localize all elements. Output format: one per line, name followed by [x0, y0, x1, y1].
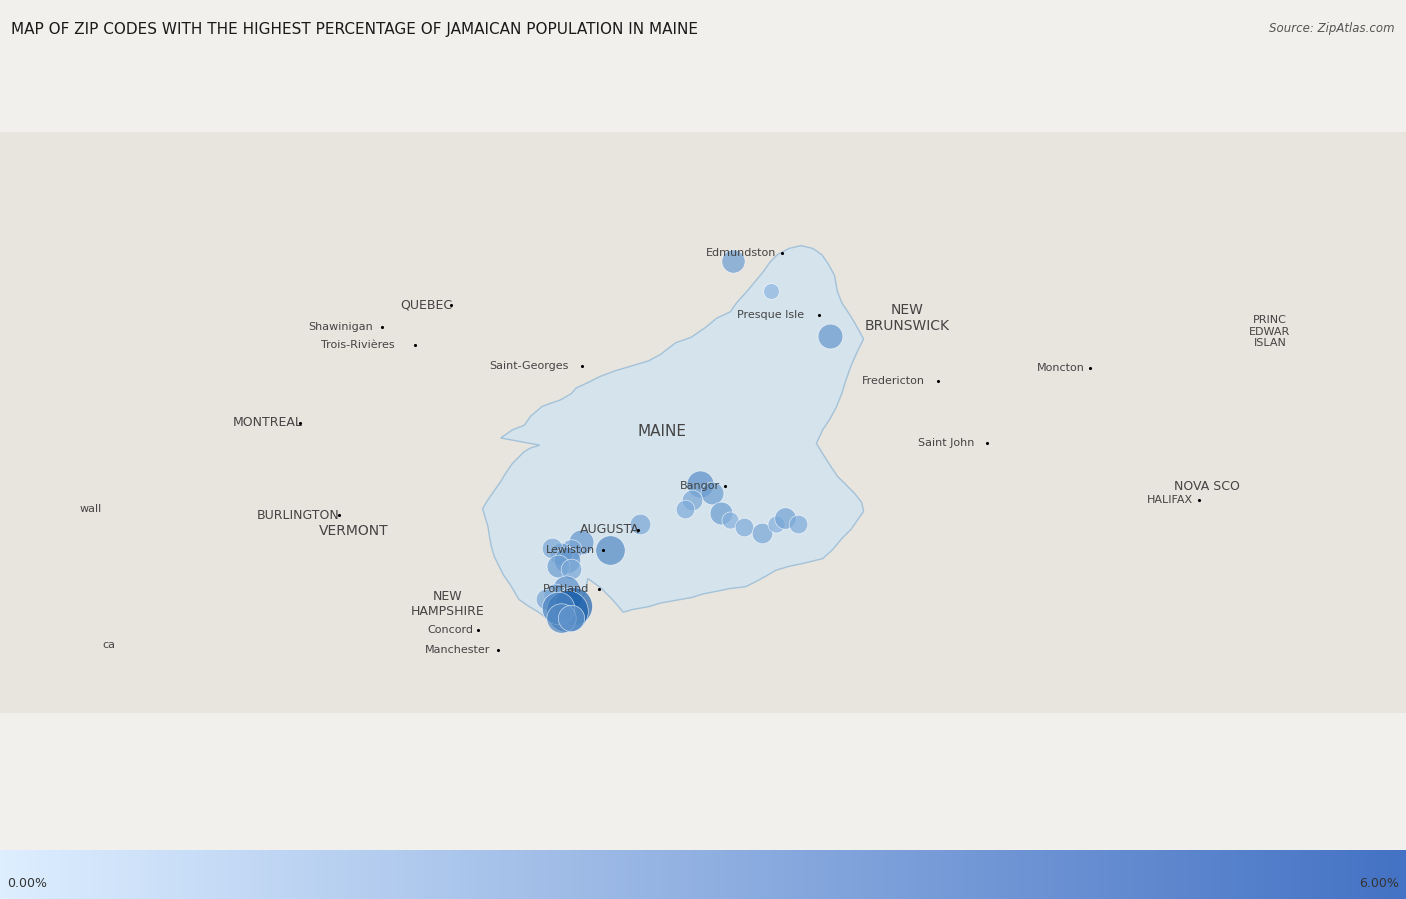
Point	[759, 284, 782, 298]
Text: NEW
HAMPSHIRE: NEW HAMPSHIRE	[411, 590, 484, 618]
Point	[787, 517, 810, 531]
Point	[558, 592, 581, 607]
Point	[733, 520, 755, 534]
Text: Moncton: Moncton	[1038, 363, 1085, 373]
Point	[773, 511, 796, 525]
Point	[560, 562, 582, 576]
Point	[599, 542, 621, 556]
Text: Saint-Georges: Saint-Georges	[489, 361, 568, 371]
Text: Presque Isle: Presque Isle	[737, 310, 804, 320]
Point	[555, 553, 578, 567]
Text: Concord: Concord	[427, 626, 472, 636]
Text: AUGUSTA: AUGUSTA	[579, 523, 640, 536]
Text: Lewiston: Lewiston	[546, 545, 595, 555]
Text: 0.00%: 0.00%	[7, 877, 46, 890]
Point	[544, 588, 567, 602]
Text: MONTREAL: MONTREAL	[232, 416, 302, 429]
Text: wall: wall	[80, 503, 101, 513]
Point	[818, 329, 841, 343]
Text: MAP OF ZIP CODES WITH THE HIGHEST PERCENTAGE OF JAMAICAN POPULATION IN MAINE: MAP OF ZIP CODES WITH THE HIGHEST PERCEN…	[11, 22, 699, 38]
Point	[751, 526, 773, 540]
Text: QUEBEC: QUEBEC	[401, 298, 453, 311]
Point	[721, 254, 744, 268]
Text: Trois-Rivières: Trois-Rivières	[322, 341, 395, 351]
Text: Bangor: Bangor	[681, 481, 720, 491]
Point	[550, 547, 572, 561]
Text: Shawinigan: Shawinigan	[309, 322, 374, 333]
Text: HALIFAX: HALIFAX	[1147, 494, 1194, 504]
Text: Source: ZipAtlas.com: Source: ZipAtlas.com	[1270, 22, 1395, 35]
Text: NOVA SCO: NOVA SCO	[1174, 479, 1239, 493]
Text: Saint John: Saint John	[918, 439, 974, 449]
Point	[689, 477, 711, 492]
Text: BURLINGTON: BURLINGTON	[257, 509, 340, 521]
Point	[534, 592, 557, 607]
Point	[562, 599, 585, 613]
Point	[765, 517, 787, 531]
Text: PRINC
EDWAR
ISLAN: PRINC EDWAR ISLAN	[1250, 316, 1291, 349]
Text: Fredericton: Fredericton	[862, 376, 925, 386]
Text: MAINE: MAINE	[638, 424, 686, 439]
Point	[547, 558, 569, 573]
Polygon shape	[482, 245, 863, 621]
Point	[555, 604, 578, 619]
Text: ca: ca	[103, 640, 115, 650]
Point	[550, 610, 572, 625]
Point	[547, 601, 569, 616]
Point	[710, 506, 733, 521]
Point	[628, 517, 651, 531]
Point	[560, 610, 582, 625]
Point	[700, 486, 723, 501]
Point	[540, 540, 562, 555]
Point	[718, 513, 741, 528]
Point	[560, 542, 582, 556]
Point	[681, 493, 703, 507]
Point	[555, 583, 578, 597]
Point	[673, 502, 696, 516]
Text: Portland: Portland	[543, 584, 589, 594]
Text: VERMONT: VERMONT	[319, 524, 388, 539]
Text: 6.00%: 6.00%	[1360, 877, 1399, 890]
Text: Edmundston: Edmundston	[706, 248, 776, 258]
Point	[569, 535, 592, 549]
Text: NEW
BRUNSWICK: NEW BRUNSWICK	[865, 303, 949, 334]
Text: Manchester: Manchester	[425, 645, 489, 655]
